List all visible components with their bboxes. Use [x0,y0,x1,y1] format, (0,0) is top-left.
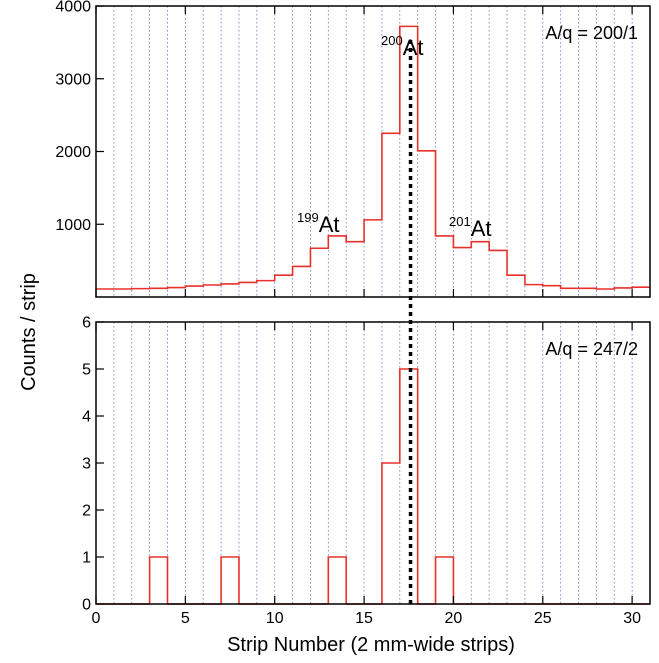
y-tick-label: 1000 [55,217,91,234]
panel-annotation: A/q = 247/2 [545,339,638,359]
histogram-line-panel-2 [96,368,650,605]
isotope-mass: 200 [381,33,403,48]
isotope-label: 201At [449,214,492,241]
isotope-element: At [471,216,492,241]
y-tick-label: 2000 [55,144,91,161]
y-tick-label: 2 [82,503,91,520]
panel-frames [95,5,651,605]
y-tick-label: 6 [82,315,91,332]
y-tick-label: 0 [82,597,91,614]
y-axis-label: Counts / strip [18,273,40,391]
y-tick-label: 4 [82,409,91,426]
isotope-element: At [319,212,340,237]
axis-ticks [95,5,633,605]
x-tick-label: 5 [181,610,190,627]
isotope-element: At [403,35,424,60]
isotope-mass: 201 [449,214,471,229]
y-tick-label: 3 [82,456,91,473]
isotope-label: 200At [381,33,424,60]
y-tick-label: 1 [82,550,91,567]
bottom-panel-frame [95,321,651,605]
histogram-line-panel-1 [96,25,650,290]
top-panel-frame [95,5,651,298]
x-tick-label: 0 [92,610,101,627]
y-tick-label: 5 [82,362,91,379]
grid-lines [113,6,633,604]
y-tick-label: 3000 [55,71,91,88]
y-tick-label: 4000 [55,0,91,16]
x-tick-label: 10 [266,610,284,627]
histogram-curves [96,25,650,605]
panel-annotation: A/q = 200/1 [545,23,638,43]
x-axis-label: Strip Number (2 mm-wide strips) [227,634,515,656]
x-tick-label: 20 [445,610,463,627]
isotope-label: 199At [297,210,340,237]
isotope-mass: 199 [297,210,319,225]
x-tick-label: 15 [355,610,373,627]
x-tick-label: 30 [623,610,641,627]
x-tick-label: 25 [534,610,552,627]
